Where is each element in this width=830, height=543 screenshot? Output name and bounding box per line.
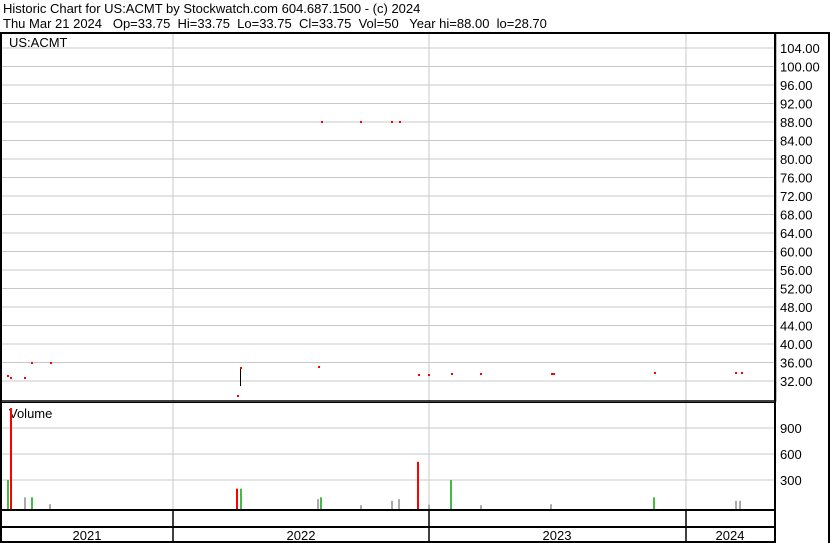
volume-bar <box>735 500 737 509</box>
price-tick-label: 88.00 <box>780 115 813 130</box>
price-point <box>240 367 242 369</box>
quote-summary: Thu Mar 21 2024 Op=33.75 Hi=33.75 Lo=33.… <box>3 16 547 31</box>
price-tick-label: 64.00 <box>780 226 813 241</box>
volume-bar <box>653 497 655 509</box>
price-point <box>318 366 320 368</box>
volume-label: Volume <box>9 406 52 421</box>
year-label: 2024 <box>716 528 745 543</box>
volume-tick-label: 600 <box>780 447 802 462</box>
volume-bar <box>360 505 362 509</box>
volume-bar <box>450 480 452 509</box>
price-point <box>360 121 362 123</box>
price-tick-label: 80.00 <box>780 152 813 167</box>
volume-bar <box>240 488 242 509</box>
volume-bar <box>391 500 393 509</box>
price-tick-label: 48.00 <box>780 300 813 315</box>
volume-bar <box>24 497 26 509</box>
price-tick-label: 40.00 <box>780 337 813 352</box>
price-point <box>418 374 420 376</box>
price-point <box>321 121 323 123</box>
price-tick-label: 52.00 <box>780 282 813 297</box>
volume-tick-label: 300 <box>780 473 802 488</box>
volume-bar <box>7 480 9 509</box>
price-tick-label: 60.00 <box>780 245 813 260</box>
price-point <box>553 373 555 375</box>
year-label: 2022 <box>287 528 316 543</box>
chart-title: Historic Chart for US:ACMT by Stockwatch… <box>3 1 421 16</box>
price-point <box>237 395 239 397</box>
price-point <box>480 373 482 375</box>
price-tick-label: 68.00 <box>780 208 813 223</box>
volume-bar <box>739 500 741 509</box>
price-tick-label: 100.00 <box>780 60 820 75</box>
year-label: 2023 <box>543 528 572 543</box>
price-point <box>50 362 52 364</box>
price-tick-label: 56.00 <box>780 263 813 278</box>
price-tick-label: 104.00 <box>780 41 820 56</box>
volume-bar <box>417 461 419 509</box>
price-point <box>10 377 12 379</box>
price-point <box>735 372 737 374</box>
volume-bar <box>236 488 238 509</box>
price-point <box>551 373 553 375</box>
price-point <box>391 121 393 123</box>
price-tick-label: 92.00 <box>780 97 813 112</box>
price-point <box>451 373 453 375</box>
price-tick-label: 96.00 <box>780 78 813 93</box>
price-tick-label: 72.00 <box>780 189 813 204</box>
symbol-label: US:ACMT <box>9 35 68 50</box>
volume-bar <box>550 504 552 509</box>
volume-bar <box>31 497 33 509</box>
year-label: 2021 <box>73 528 102 543</box>
price-tick-label: 32.00 <box>780 374 813 389</box>
price-tick-label: 36.00 <box>780 356 813 371</box>
price-point <box>399 121 401 123</box>
price-point <box>654 372 656 374</box>
price-tick-label: 76.00 <box>780 171 813 186</box>
price-panel-frame <box>0 32 777 402</box>
volume-bar <box>398 499 400 509</box>
volume-bar <box>428 504 430 509</box>
price-tick-label: 44.00 <box>780 319 813 334</box>
price-point <box>741 372 743 374</box>
volume-bar <box>317 499 319 509</box>
volume-tick-label: 900 <box>780 421 802 436</box>
volume-bar <box>49 504 51 509</box>
price-point <box>31 362 33 364</box>
price-point <box>428 374 430 376</box>
volume-bar <box>320 497 322 509</box>
price-tick-label: 84.00 <box>780 134 813 149</box>
price-point <box>7 375 9 377</box>
price-point <box>24 377 26 379</box>
volume-bar <box>480 505 482 509</box>
volume-bar <box>10 408 12 509</box>
